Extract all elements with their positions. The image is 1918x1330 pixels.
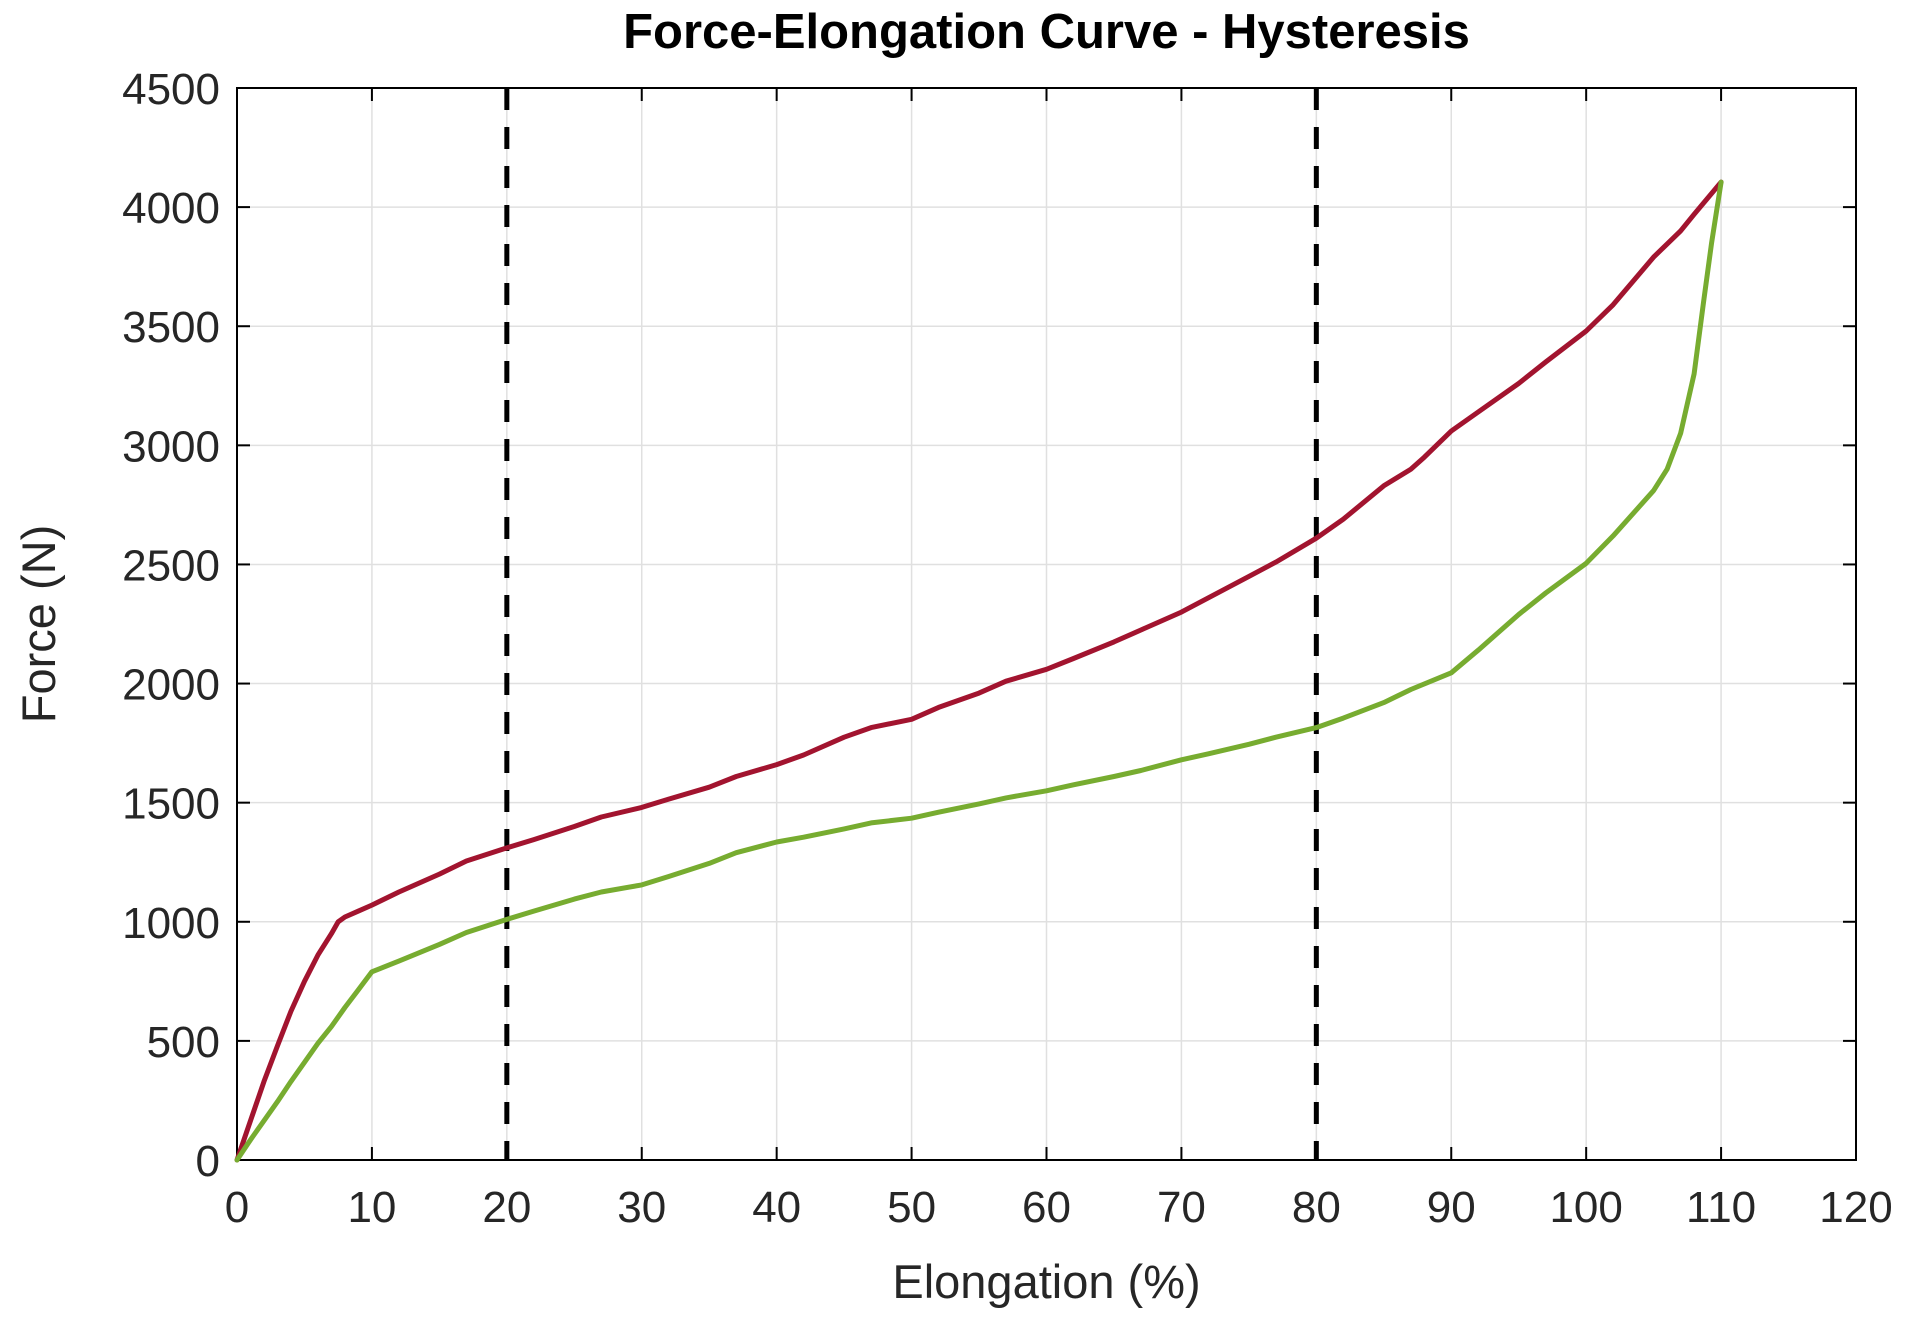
y-axis-label: Force (N) (12, 525, 65, 723)
y-tick-label: 500 (147, 1018, 220, 1067)
x-tick-label: 0 (225, 1183, 249, 1232)
chart-title: Force-Elongation Curve - Hysteresis (623, 5, 1470, 59)
y-tick-label: 2000 (122, 661, 220, 710)
x-axis-label: Elongation (%) (892, 1255, 1200, 1308)
x-tick-label: 60 (1022, 1183, 1071, 1232)
x-tick-label: 110 (1686, 1183, 1756, 1232)
y-tick-label: 0 (196, 1137, 220, 1186)
x-tick-label: 30 (617, 1183, 666, 1232)
x-tick-label: 90 (1427, 1183, 1476, 1232)
y-tick-label: 4500 (122, 65, 220, 114)
y-tick-label: 2500 (122, 541, 220, 590)
loading-curve (234, 179, 1724, 1163)
x-tick-label: 120 (1819, 1183, 1892, 1232)
x-tick-label: 100 (1549, 1183, 1622, 1232)
y-tick-label: 1000 (122, 899, 220, 948)
x-tick-label: 50 (887, 1183, 936, 1232)
x-tick-label: 70 (1157, 1183, 1206, 1232)
x-tick-label: 40 (752, 1183, 801, 1232)
y-tick-label: 3000 (122, 422, 220, 471)
x-tick-label: 80 (1292, 1183, 1341, 1232)
y-tick-label: 4000 (122, 184, 220, 233)
x-tick-label: 10 (347, 1183, 396, 1232)
unloading-curve (234, 179, 1724, 1163)
y-tick-label: 3500 (122, 303, 220, 352)
x-tick-label: 20 (482, 1183, 531, 1232)
y-tick-label: 1500 (122, 780, 220, 829)
